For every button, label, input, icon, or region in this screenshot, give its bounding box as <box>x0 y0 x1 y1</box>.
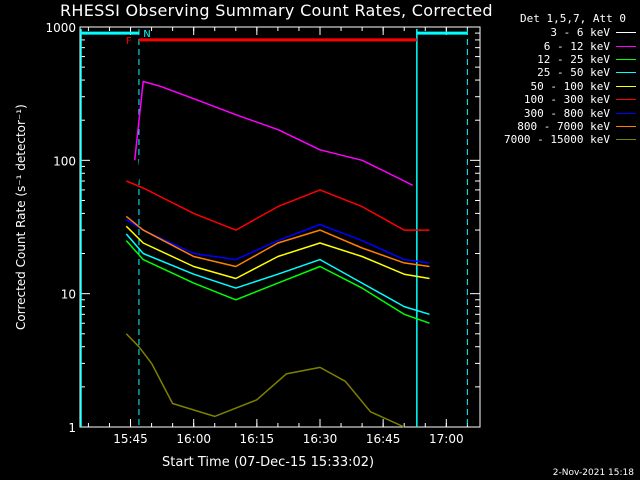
legend-entry: 800 - 7000 keV <box>488 120 638 133</box>
legend-label: 6 - 12 keV <box>543 39 610 53</box>
legend-label: 25 - 50 keV <box>537 66 610 80</box>
series-line-9 <box>125 333 405 428</box>
series-line-2 <box>133 80 413 186</box>
x-axis: 15:45 16:00 16:15 16:30 16:45 17:00 <box>87 27 468 446</box>
x-tick-label: 15:45 <box>113 432 148 446</box>
annotation-f: F <box>126 36 132 47</box>
series-line-8 <box>125 215 430 268</box>
legend-label: 50 - 100 keV <box>530 79 610 93</box>
legend-title: Det 1,5,7, Att 0 <box>520 12 626 25</box>
x-tick-label: 16:30 <box>303 432 338 446</box>
legend-label: 800 - 7000 keV <box>517 119 610 133</box>
x-tick-label: 17:00 <box>429 432 464 446</box>
x-tick-label: 16:45 <box>366 432 401 446</box>
legend-label: 12 - 25 keV <box>537 52 610 66</box>
legend-swatch <box>616 99 636 101</box>
legend-entry: 100 - 300 keV <box>488 93 638 106</box>
legend-label: 7000 - 15000 keV <box>504 133 610 147</box>
series-line-7 <box>125 218 430 264</box>
y-tick-label: 10 <box>61 288 76 302</box>
legend-entry: 25 - 50 keV <box>488 66 638 79</box>
legend-entry: 50 - 100 keV <box>488 80 638 93</box>
series-line-3 <box>125 240 430 324</box>
legend-swatch <box>616 139 636 141</box>
legend-entry: 12 - 25 keV <box>488 53 638 66</box>
render-timestamp: 2-Nov-2021 15:18 <box>552 468 634 478</box>
legend-label: 3 - 6 keV <box>550 26 610 40</box>
legend-swatch <box>616 32 636 34</box>
x-tick-label: 16:15 <box>240 432 275 446</box>
legend-entry: 300 - 800 keV <box>488 106 638 120</box>
y-axis: 1 10 100 1000 <box>45 21 480 435</box>
y-tick-label: 100 <box>53 154 76 168</box>
legend-entry: 3 - 6 keV <box>488 26 638 39</box>
series-line-6 <box>126 180 430 231</box>
legend-label: 100 - 300 keV <box>523 93 610 107</box>
legend-swatch <box>616 45 636 47</box>
legend-entry: 7000 - 15000 keV <box>488 133 638 146</box>
series-lines <box>125 80 430 428</box>
x-tick-label: 16:00 <box>176 432 211 446</box>
annotations: FN <box>126 29 151 47</box>
y-tick-label: 1000 <box>45 21 76 35</box>
chart-title: RHESSI Observing Summary Count Rates, Co… <box>60 1 493 20</box>
legend: Det 1,5,7, Att 0 3 - 6 keV 6 - 12 keV 12 -… <box>488 12 638 147</box>
legend-label: 300 - 800 keV <box>523 106 610 120</box>
legend-entries: 3 - 6 keV 6 - 12 keV 12 - 25 keV 25 - 50 ke… <box>488 26 638 147</box>
plot-frame <box>79 26 481 428</box>
y-axis-label: Corrected Count Rate (s⁻¹ detector⁻¹) <box>14 104 28 330</box>
legend-swatch <box>616 58 636 60</box>
legend-swatch <box>616 125 636 127</box>
legend-swatch <box>616 112 636 114</box>
series-line-5 <box>125 225 430 280</box>
legend-swatch <box>616 72 636 74</box>
series-line-1 <box>125 119 413 254</box>
legend-entry: 6 - 12 keV <box>488 39 638 53</box>
series-line-4 <box>125 233 430 316</box>
night-guides <box>80 29 468 427</box>
y-tick-label: 1 <box>68 421 76 435</box>
legend-swatch <box>616 85 636 87</box>
annotation-n: N <box>143 29 150 40</box>
x-axis-label: Start Time (07-Dec-15 15:33:02) <box>162 455 375 470</box>
